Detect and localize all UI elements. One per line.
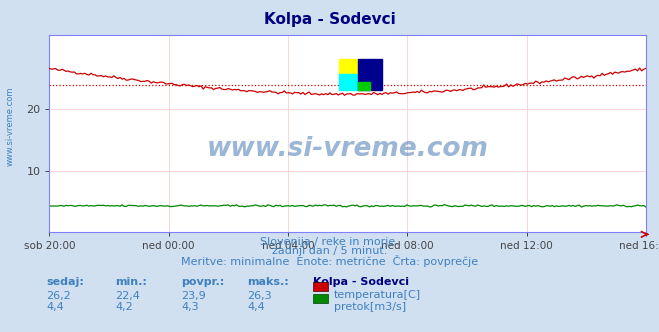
Text: maks.:: maks.: (247, 277, 289, 287)
Text: min.:: min.: (115, 277, 147, 287)
Text: 22,4: 22,4 (115, 290, 140, 300)
Bar (339, 74, 358, 90)
Text: 26,2: 26,2 (46, 290, 71, 300)
Text: www.si-vreme.com: www.si-vreme.com (5, 86, 14, 166)
Text: 26,3: 26,3 (247, 290, 272, 300)
Text: 4,4: 4,4 (46, 302, 64, 312)
Text: sedaj:: sedaj: (46, 277, 84, 287)
Text: 4,4: 4,4 (247, 302, 265, 312)
Bar (358, 82, 370, 90)
Bar (358, 58, 382, 90)
Text: povpr.:: povpr.: (181, 277, 225, 287)
Text: temperatura[C]: temperatura[C] (334, 290, 421, 300)
Bar (339, 58, 358, 74)
Text: pretok[m3/s]: pretok[m3/s] (334, 302, 406, 312)
Text: www.si-vreme.com: www.si-vreme.com (207, 136, 488, 162)
Text: 4,2: 4,2 (115, 302, 133, 312)
Text: zadnji dan / 5 minut.: zadnji dan / 5 minut. (272, 246, 387, 256)
Text: Kolpa - Sodevci: Kolpa - Sodevci (264, 12, 395, 27)
Text: Kolpa - Sodevci: Kolpa - Sodevci (313, 277, 409, 287)
Text: Slovenija / reke in morje.: Slovenija / reke in morje. (260, 237, 399, 247)
Text: Meritve: minimalne  Enote: metrične  Črta: povprečje: Meritve: minimalne Enote: metrične Črta:… (181, 255, 478, 267)
Text: 4,3: 4,3 (181, 302, 199, 312)
Text: 23,9: 23,9 (181, 290, 206, 300)
